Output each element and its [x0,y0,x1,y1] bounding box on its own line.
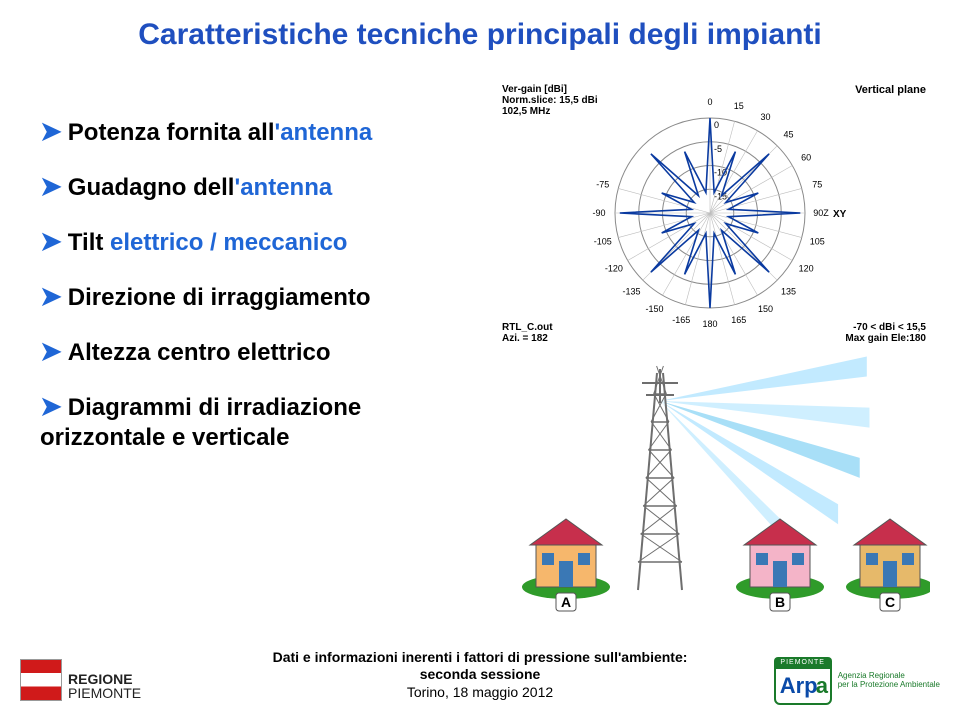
bullet-arrow-icon: ➤ [40,335,62,368]
bullet-item: ➤Potenza fornita all'antenna [40,115,480,148]
svg-text:A: A [561,594,571,610]
svg-text:-135: -135 [623,286,641,296]
bullet-text: Guadagno dell [68,174,235,201]
chart-bottom-line: RTL_C.out [502,322,553,333]
bullet-item: ➤Altezza centro elettrico [40,335,480,368]
bullet-text-accent: 'antenna [234,174,332,201]
scene-svg: A B C [500,355,930,615]
bullet-text: Tilt [68,229,104,256]
svg-text:15: 15 [734,101,744,111]
antenna-scene: A B C [500,355,930,615]
bullet-arrow-icon: ➤ [40,390,62,423]
svg-text:180: 180 [702,319,717,328]
svg-text:135: 135 [781,286,796,296]
svg-text:0: 0 [707,98,712,107]
chart-header-line: Ver-gain [dBi] [502,84,598,95]
arpa-subtitle: Agenzia Regionale per la Protezione Ambi… [838,672,940,690]
svg-text:60: 60 [801,153,811,163]
footer: REGIONE PIEMONTE Dati e informazioni ine… [0,629,960,707]
bullet-list: ➤Potenza fornita all'antenna ➤Guadagno d… [40,115,480,475]
bullet-text-accent: 'antenna [275,119,373,146]
arpa-sub-line: per la Protezione Ambientale [838,681,940,690]
svg-text:165: 165 [731,315,746,325]
chart-plane-label: Vertical plane [855,84,926,96]
chart-bottom-left: RTL_C.out Azi. = 182 [502,322,553,344]
chart-bottom-right: -70 < dBi < 15,5 Max gain Ele:180 [845,322,926,344]
bullet-text-accent: elettrico / meccanico [103,229,347,256]
slide-title: Caratteristiche tecniche principali degl… [0,18,960,52]
arpa-badge-icon: PIEMONTE Arp a [774,657,832,705]
bullet-arrow-icon: ➤ [40,170,62,203]
bullet-text: Potenza fornita all [68,119,275,146]
svg-text:90Z: 90Z [813,208,829,218]
svg-text:-90: -90 [592,208,605,218]
polar-chart: Ver-gain [dBi] Norm.slice: 15,5 dBi 102,… [500,84,930,344]
arpa-top: PIEMONTE [774,657,832,669]
bullet-arrow-icon: ➤ [40,280,62,313]
svg-text:45: 45 [783,130,793,140]
bullet-text: Direzione di irraggiamento [68,284,371,311]
svg-text:B: B [775,594,785,610]
svg-text:0: 0 [714,120,719,130]
svg-text:120: 120 [799,264,814,274]
bullet-arrow-icon: ➤ [40,115,62,148]
svg-text:-165: -165 [672,315,690,325]
svg-text:75: 75 [812,179,822,189]
svg-text:XY: XY [833,209,847,220]
bullet-item: ➤Direzione di irraggiamento [40,280,480,313]
svg-text:105: 105 [810,237,825,247]
arpa-text: Arp [780,673,818,699]
svg-text:-150: -150 [645,304,663,314]
chart-bottom-line: Azi. = 182 [502,333,553,344]
bullet-item: ➤Tilt elettrico / meccanico [40,225,480,258]
svg-text:C: C [885,594,895,610]
svg-text:-5: -5 [714,144,722,154]
slide: Caratteristiche tecniche principali degl… [0,0,960,717]
svg-text:-75: -75 [596,179,609,189]
svg-text:-105: -105 [594,237,612,247]
bullet-text: Altezza centro elettrico [68,339,331,366]
svg-text:150: 150 [758,304,773,314]
logo-arpa: PIEMONTE Arp a Agenzia Regionale per la … [774,657,940,705]
svg-text:-120: -120 [605,264,623,274]
bullet-item: ➤Diagrammi di irradiazione orizzontale e… [40,390,480,453]
svg-text:30: 30 [760,112,770,122]
bullet-item: ➤Guadagno dell'antenna [40,170,480,203]
bullet-text: Diagrammi di irradiazione orizzontale e … [40,394,361,451]
arpa-a: a [816,673,828,699]
polar-svg: 0-5-10-150153045607590Z10512013515016518… [540,98,880,328]
bullet-arrow-icon: ➤ [40,225,62,258]
